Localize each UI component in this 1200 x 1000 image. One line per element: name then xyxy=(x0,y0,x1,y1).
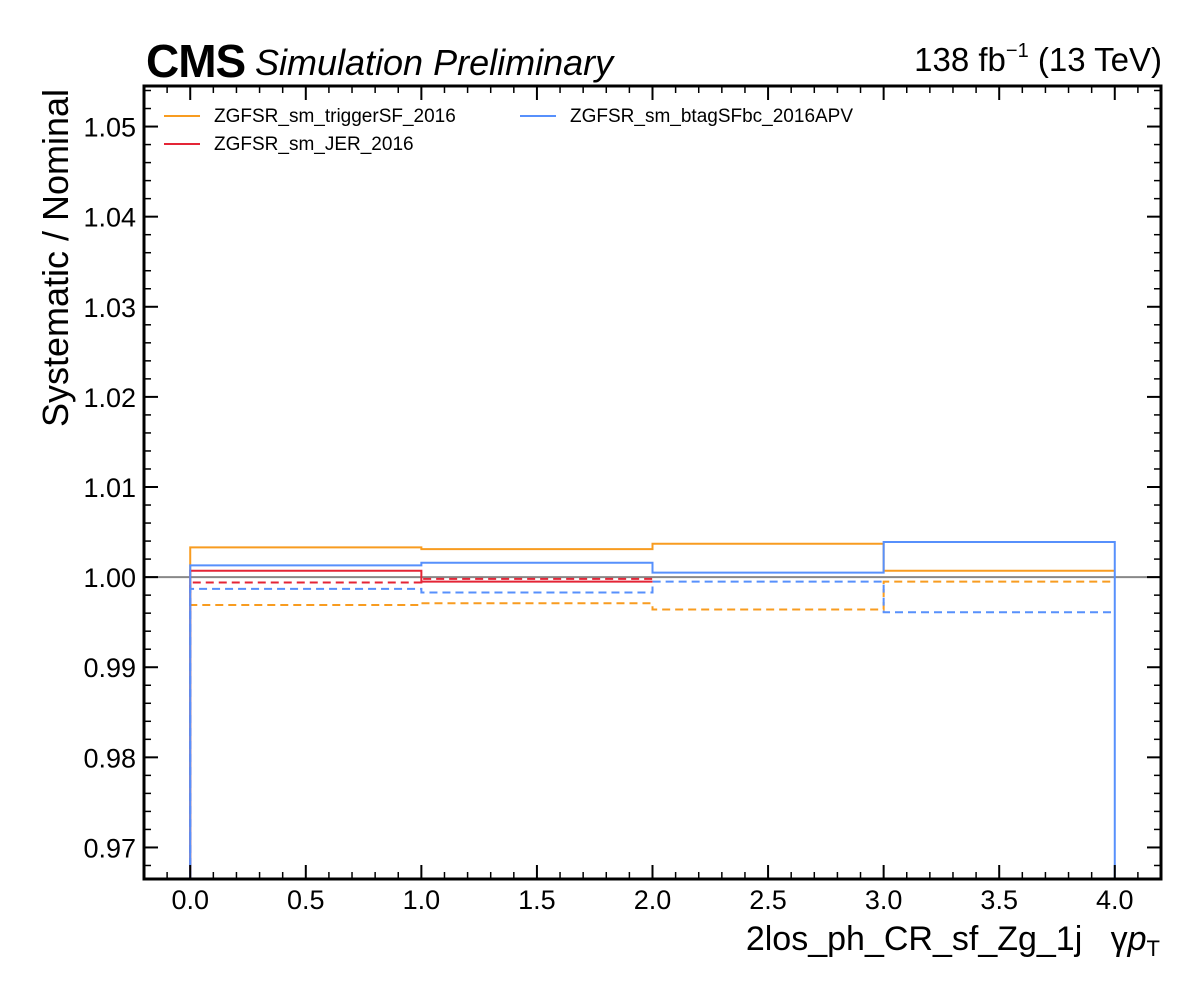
simulation-preliminary-label: Simulation Preliminary xyxy=(255,42,614,83)
x-tick-label: 4.0 xyxy=(1096,885,1134,915)
lumi-energy: (13 TeV) xyxy=(1028,41,1162,78)
y-tick-label: 0.97 xyxy=(83,833,136,863)
x-axis-label-gamma: γ xyxy=(1110,920,1128,958)
x-tick-label: 0.0 xyxy=(171,885,209,915)
x-tick-label: 1.5 xyxy=(518,885,556,915)
series-0-up-step xyxy=(189,542,1115,879)
series-4-up-step xyxy=(189,540,1116,879)
legend-label: ZGFSR_sm_triggerSF_2016 xyxy=(214,106,456,127)
x-tick-label: 3.0 xyxy=(865,885,903,915)
series-2-up-step xyxy=(189,569,653,879)
y-tick-label: 1.03 xyxy=(83,293,136,323)
legend: ZGFSR_sm_triggerSF_2016 ZGFSR_sm_JER_2016… xyxy=(164,106,853,155)
y-tick-label: 1.01 xyxy=(83,473,136,503)
ticks-layer: 0.0 0.5 1.0 1.5 2.0 2.5 3.0 3.5 4.0 0.97 0.98 0.99 1… xyxy=(83,86,1161,915)
legend-label: ZGFSR_sm_btagSFbc_2016APV xyxy=(570,106,853,127)
cms-label: CMS xyxy=(146,35,246,87)
x-axis-label: 2los_ph_CR_sf_Zg_1j γpT xyxy=(746,920,1160,962)
y-tick-label: 1.00 xyxy=(83,563,136,593)
plot-frame xyxy=(142,84,1163,881)
x-axis-label-region: 2los_ph_CR_sf_Zg_1j xyxy=(745,920,1083,958)
legend-label: ZGFSR_sm_JER_2016 xyxy=(214,134,414,155)
x-tick-label: 2.0 xyxy=(634,885,672,915)
x-axis-label-sub: T xyxy=(1146,936,1160,961)
y-tick-label: 0.98 xyxy=(83,743,136,773)
x-axis-label-p: p xyxy=(1127,920,1147,958)
y-tick-label: 1.05 xyxy=(83,113,136,143)
luminosity-label: 138 fb−1 (13 TeV) xyxy=(914,40,1162,79)
x-tick-label: 3.5 xyxy=(980,885,1018,915)
series-1-down-step xyxy=(189,580,1115,879)
x-tick-label: 1.0 xyxy=(403,885,441,915)
x-tick-label: 2.5 xyxy=(749,885,787,915)
y-tick-label: 1.02 xyxy=(83,383,136,413)
lumi-value: 138 fb xyxy=(914,41,1006,78)
series-layer xyxy=(189,540,1116,879)
y-axis-label: Systematic / Nominal xyxy=(35,88,76,428)
y-tick-label: 0.99 xyxy=(83,653,136,683)
x-tick-label: 0.5 xyxy=(287,885,325,915)
series-3-down-step xyxy=(189,577,653,879)
y-tick-label: 1.04 xyxy=(83,203,136,233)
lumi-exponent: −1 xyxy=(1005,40,1029,62)
series-5-down-step xyxy=(189,580,1115,879)
